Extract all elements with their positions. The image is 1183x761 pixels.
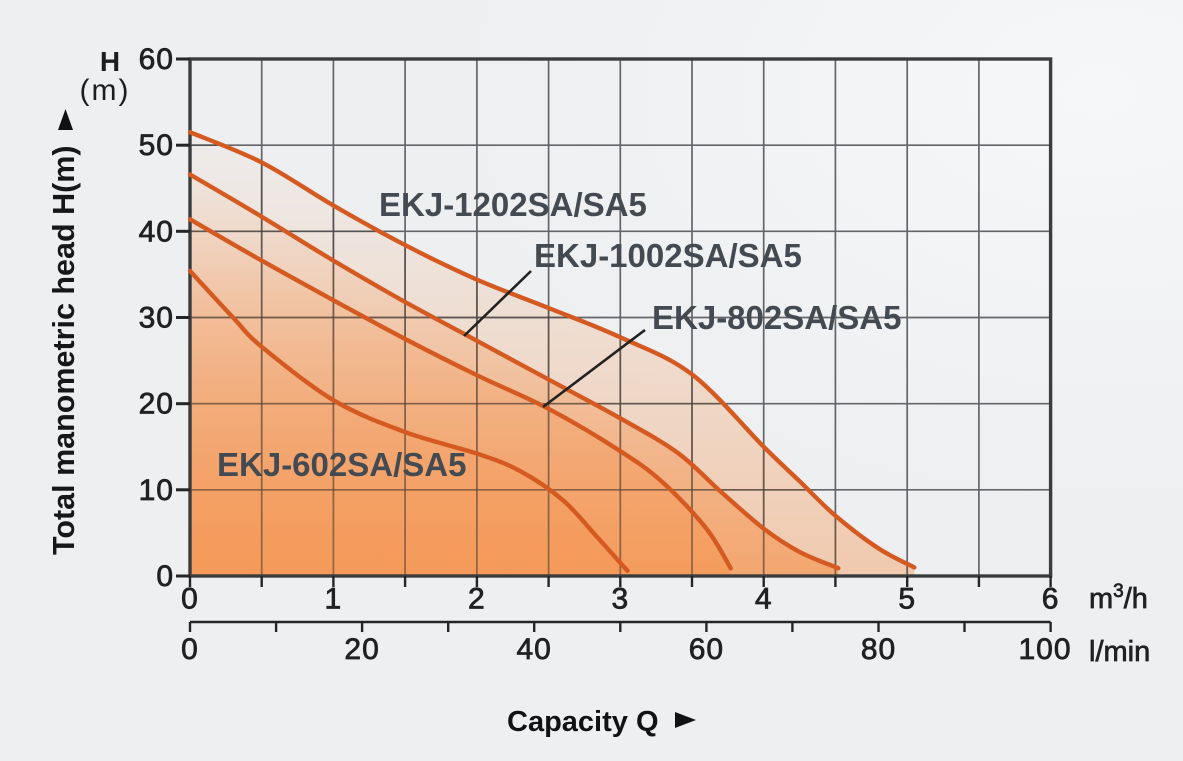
svg-text:H: H [100, 46, 120, 77]
svg-text:2: 2 [468, 583, 486, 616]
svg-text:EKJ-1002SA/SA5: EKJ-1002SA/SA5 [534, 237, 802, 274]
svg-text:60: 60 [689, 633, 724, 666]
svg-text:3: 3 [611, 583, 629, 616]
svg-text:80: 80 [861, 633, 896, 666]
svg-text:6: 6 [1042, 583, 1060, 616]
svg-text:Capacity Q: Capacity Q [507, 706, 659, 738]
svg-text:EKJ-1202SA/SA5: EKJ-1202SA/SA5 [379, 186, 647, 223]
svg-text:40: 40 [517, 633, 552, 666]
svg-text:Total manometric head H(m): Total manometric head H(m) [47, 145, 81, 555]
svg-text:4: 4 [755, 583, 773, 616]
svg-text:10: 10 [139, 474, 174, 507]
svg-text:30: 30 [139, 302, 174, 335]
svg-text:(m): (m) [80, 74, 131, 107]
svg-text:0: 0 [181, 583, 199, 616]
svg-text:20: 20 [139, 388, 174, 421]
svg-text:20: 20 [344, 633, 379, 666]
svg-text:l/min: l/min [1089, 636, 1150, 668]
svg-text:EKJ-602SA/SA5: EKJ-602SA/SA5 [217, 446, 466, 483]
svg-text:50: 50 [139, 129, 174, 162]
svg-text:1: 1 [325, 583, 343, 616]
svg-text:0: 0 [156, 560, 174, 593]
svg-text:EKJ-802SA/SA5: EKJ-802SA/SA5 [652, 299, 901, 336]
svg-text:100: 100 [1018, 633, 1071, 666]
svg-text:40: 40 [139, 215, 174, 248]
svg-text:0: 0 [181, 633, 199, 666]
svg-text:60: 60 [139, 43, 174, 76]
svg-text:5: 5 [898, 583, 916, 616]
